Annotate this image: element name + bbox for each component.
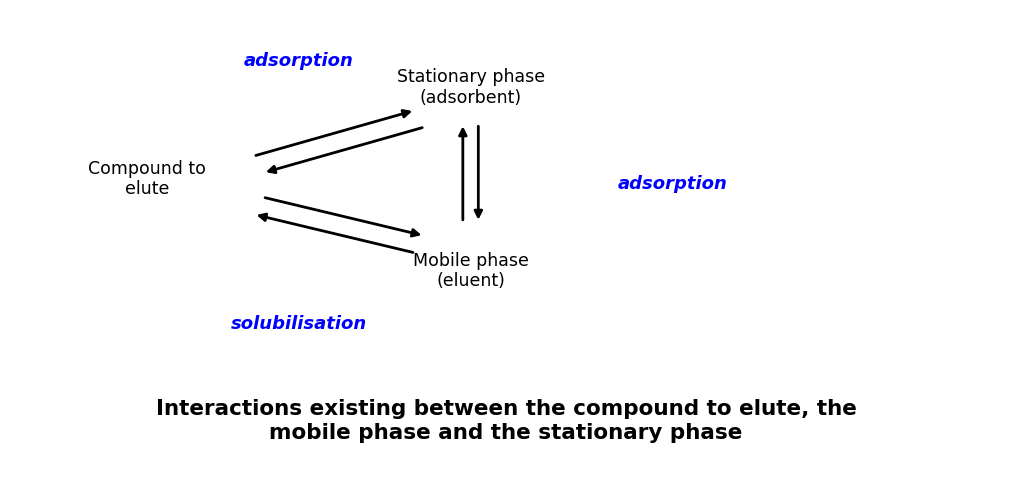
Text: Interactions existing between the compound to elute, the
mobile phase and the st: Interactions existing between the compou… — [156, 399, 855, 443]
Text: adsorption: adsorption — [618, 175, 727, 193]
Text: solubilisation: solubilisation — [231, 315, 366, 333]
Text: adsorption: adsorption — [244, 51, 353, 70]
Text: Mobile phase
(eluent): Mobile phase (eluent) — [412, 252, 528, 290]
Text: Stationary phase
(adsorbent): Stationary phase (adsorbent) — [396, 68, 544, 106]
Text: Compound to
elute: Compound to elute — [88, 160, 205, 198]
